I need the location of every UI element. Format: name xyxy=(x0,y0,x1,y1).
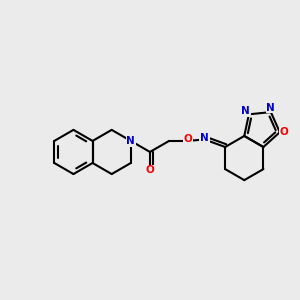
Text: N: N xyxy=(126,136,135,146)
Text: O: O xyxy=(184,134,192,144)
Text: O: O xyxy=(280,127,289,137)
Text: N: N xyxy=(266,103,275,112)
Text: O: O xyxy=(146,165,154,176)
Text: N: N xyxy=(241,106,250,116)
Text: N: N xyxy=(200,133,209,143)
